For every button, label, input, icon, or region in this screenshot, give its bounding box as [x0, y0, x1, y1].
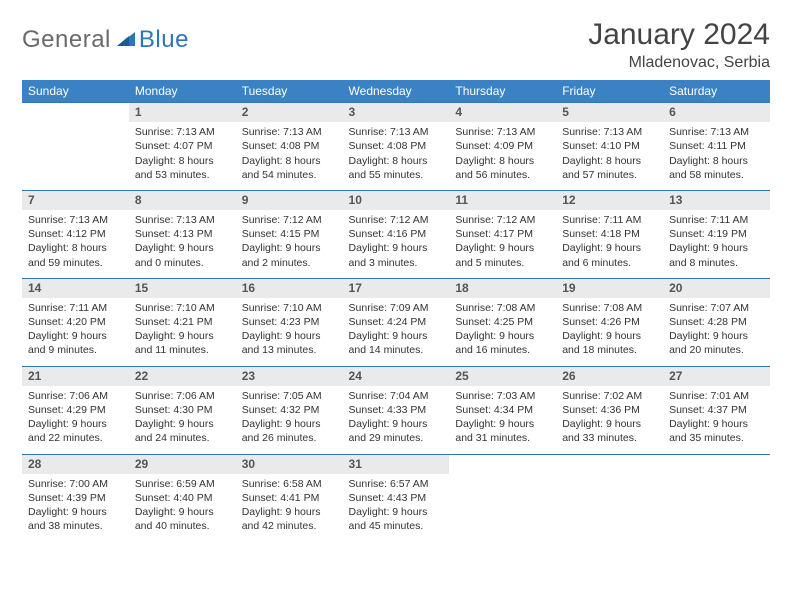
day-number-cell: 14 — [22, 278, 129, 298]
day-content-cell: Sunrise: 7:12 AMSunset: 4:17 PMDaylight:… — [449, 210, 556, 278]
day-number-cell: 5 — [556, 103, 663, 123]
day-number-cell — [22, 103, 129, 123]
weekday-header: Friday — [556, 80, 663, 103]
day-content-cell: Sunrise: 7:03 AMSunset: 4:34 PMDaylight:… — [449, 386, 556, 454]
day-content-cell: Sunrise: 7:04 AMSunset: 4:33 PMDaylight:… — [343, 386, 450, 454]
day-number-cell: 3 — [343, 103, 450, 123]
brand-logo: General Blue — [22, 18, 189, 54]
brand-text-blue: Blue — [139, 26, 189, 54]
day-number-cell: 31 — [343, 454, 450, 474]
day-content-cell: Sunrise: 7:01 AMSunset: 4:37 PMDaylight:… — [663, 386, 770, 454]
day-number-cell: 11 — [449, 190, 556, 210]
day-content-row: Sunrise: 7:13 AMSunset: 4:07 PMDaylight:… — [22, 122, 770, 190]
day-number-cell: 24 — [343, 366, 450, 386]
day-number-cell: 4 — [449, 103, 556, 123]
weekday-header: Wednesday — [343, 80, 450, 103]
day-content-cell: Sunrise: 7:07 AMSunset: 4:28 PMDaylight:… — [663, 298, 770, 366]
day-number-row: 78910111213 — [22, 190, 770, 210]
day-content-cell — [22, 122, 129, 190]
day-content-cell: Sunrise: 7:08 AMSunset: 4:25 PMDaylight:… — [449, 298, 556, 366]
day-content-row: Sunrise: 7:00 AMSunset: 4:39 PMDaylight:… — [22, 474, 770, 542]
day-content-cell: Sunrise: 7:11 AMSunset: 4:19 PMDaylight:… — [663, 210, 770, 278]
day-content-cell: Sunrise: 7:13 AMSunset: 4:11 PMDaylight:… — [663, 122, 770, 190]
day-number-cell: 7 — [22, 190, 129, 210]
weekday-header: Saturday — [663, 80, 770, 103]
brand-text-general: General — [22, 26, 111, 54]
day-number-cell: 16 — [236, 278, 343, 298]
day-number-cell: 1 — [129, 103, 236, 123]
calendar-table: Sunday Monday Tuesday Wednesday Thursday… — [22, 80, 770, 541]
day-content-cell: Sunrise: 7:12 AMSunset: 4:15 PMDaylight:… — [236, 210, 343, 278]
brand-sail-icon — [115, 28, 137, 53]
day-content-cell: Sunrise: 7:11 AMSunset: 4:18 PMDaylight:… — [556, 210, 663, 278]
header: General Blue January 2024 Mladenovac, Se… — [22, 18, 770, 72]
day-content-row: Sunrise: 7:13 AMSunset: 4:12 PMDaylight:… — [22, 210, 770, 278]
day-content-cell: Sunrise: 7:10 AMSunset: 4:21 PMDaylight:… — [129, 298, 236, 366]
day-content-cell: Sunrise: 7:13 AMSunset: 4:07 PMDaylight:… — [129, 122, 236, 190]
day-number-cell: 10 — [343, 190, 450, 210]
day-content-row: Sunrise: 7:11 AMSunset: 4:20 PMDaylight:… — [22, 298, 770, 366]
day-number-cell: 18 — [449, 278, 556, 298]
day-number-cell — [556, 454, 663, 474]
day-number-row: 14151617181920 — [22, 278, 770, 298]
day-number-cell: 20 — [663, 278, 770, 298]
day-content-cell: Sunrise: 7:13 AMSunset: 4:08 PMDaylight:… — [343, 122, 450, 190]
day-content-cell — [556, 474, 663, 542]
day-content-cell: Sunrise: 7:13 AMSunset: 4:10 PMDaylight:… — [556, 122, 663, 190]
day-number-cell: 6 — [663, 103, 770, 123]
day-number-cell: 26 — [556, 366, 663, 386]
day-content-cell: Sunrise: 7:10 AMSunset: 4:23 PMDaylight:… — [236, 298, 343, 366]
day-content-cell: Sunrise: 7:06 AMSunset: 4:29 PMDaylight:… — [22, 386, 129, 454]
weekday-header: Thursday — [449, 80, 556, 103]
day-number-cell: 17 — [343, 278, 450, 298]
day-number-cell: 12 — [556, 190, 663, 210]
day-content-cell: Sunrise: 7:11 AMSunset: 4:20 PMDaylight:… — [22, 298, 129, 366]
day-number-cell: 30 — [236, 454, 343, 474]
day-content-cell: Sunrise: 7:13 AMSunset: 4:13 PMDaylight:… — [129, 210, 236, 278]
day-number-cell: 8 — [129, 190, 236, 210]
day-content-cell: Sunrise: 7:02 AMSunset: 4:36 PMDaylight:… — [556, 386, 663, 454]
day-content-cell: Sunrise: 7:05 AMSunset: 4:32 PMDaylight:… — [236, 386, 343, 454]
day-content-cell — [449, 474, 556, 542]
weekday-header-row: Sunday Monday Tuesday Wednesday Thursday… — [22, 80, 770, 103]
day-content-cell: Sunrise: 7:13 AMSunset: 4:08 PMDaylight:… — [236, 122, 343, 190]
day-content-cell: Sunrise: 7:13 AMSunset: 4:09 PMDaylight:… — [449, 122, 556, 190]
day-content-cell: Sunrise: 7:13 AMSunset: 4:12 PMDaylight:… — [22, 210, 129, 278]
day-number-cell: 15 — [129, 278, 236, 298]
title-block: January 2024 Mladenovac, Serbia — [588, 18, 770, 72]
day-number-cell: 2 — [236, 103, 343, 123]
day-number-cell: 19 — [556, 278, 663, 298]
day-content-cell: Sunrise: 7:08 AMSunset: 4:26 PMDaylight:… — [556, 298, 663, 366]
weekday-header: Monday — [129, 80, 236, 103]
day-number-cell: 21 — [22, 366, 129, 386]
day-content-cell: Sunrise: 7:12 AMSunset: 4:16 PMDaylight:… — [343, 210, 450, 278]
day-number-row: 123456 — [22, 103, 770, 123]
day-number-cell: 13 — [663, 190, 770, 210]
month-title: January 2024 — [588, 18, 770, 52]
day-number-cell: 27 — [663, 366, 770, 386]
day-content-cell: Sunrise: 6:58 AMSunset: 4:41 PMDaylight:… — [236, 474, 343, 542]
weekday-header: Sunday — [22, 80, 129, 103]
day-number-cell: 22 — [129, 366, 236, 386]
day-content-cell — [663, 474, 770, 542]
day-number-cell — [449, 454, 556, 474]
day-number-row: 28293031 — [22, 454, 770, 474]
day-number-row: 21222324252627 — [22, 366, 770, 386]
day-content-cell: Sunrise: 7:06 AMSunset: 4:30 PMDaylight:… — [129, 386, 236, 454]
day-content-row: Sunrise: 7:06 AMSunset: 4:29 PMDaylight:… — [22, 386, 770, 454]
day-number-cell: 29 — [129, 454, 236, 474]
day-content-cell: Sunrise: 6:59 AMSunset: 4:40 PMDaylight:… — [129, 474, 236, 542]
day-content-cell: Sunrise: 6:57 AMSunset: 4:43 PMDaylight:… — [343, 474, 450, 542]
location-label: Mladenovac, Serbia — [588, 54, 770, 72]
day-number-cell: 23 — [236, 366, 343, 386]
day-number-cell: 28 — [22, 454, 129, 474]
weekday-header: Tuesday — [236, 80, 343, 103]
day-number-cell: 25 — [449, 366, 556, 386]
day-content-cell: Sunrise: 7:00 AMSunset: 4:39 PMDaylight:… — [22, 474, 129, 542]
day-content-cell: Sunrise: 7:09 AMSunset: 4:24 PMDaylight:… — [343, 298, 450, 366]
day-number-cell: 9 — [236, 190, 343, 210]
day-number-cell — [663, 454, 770, 474]
